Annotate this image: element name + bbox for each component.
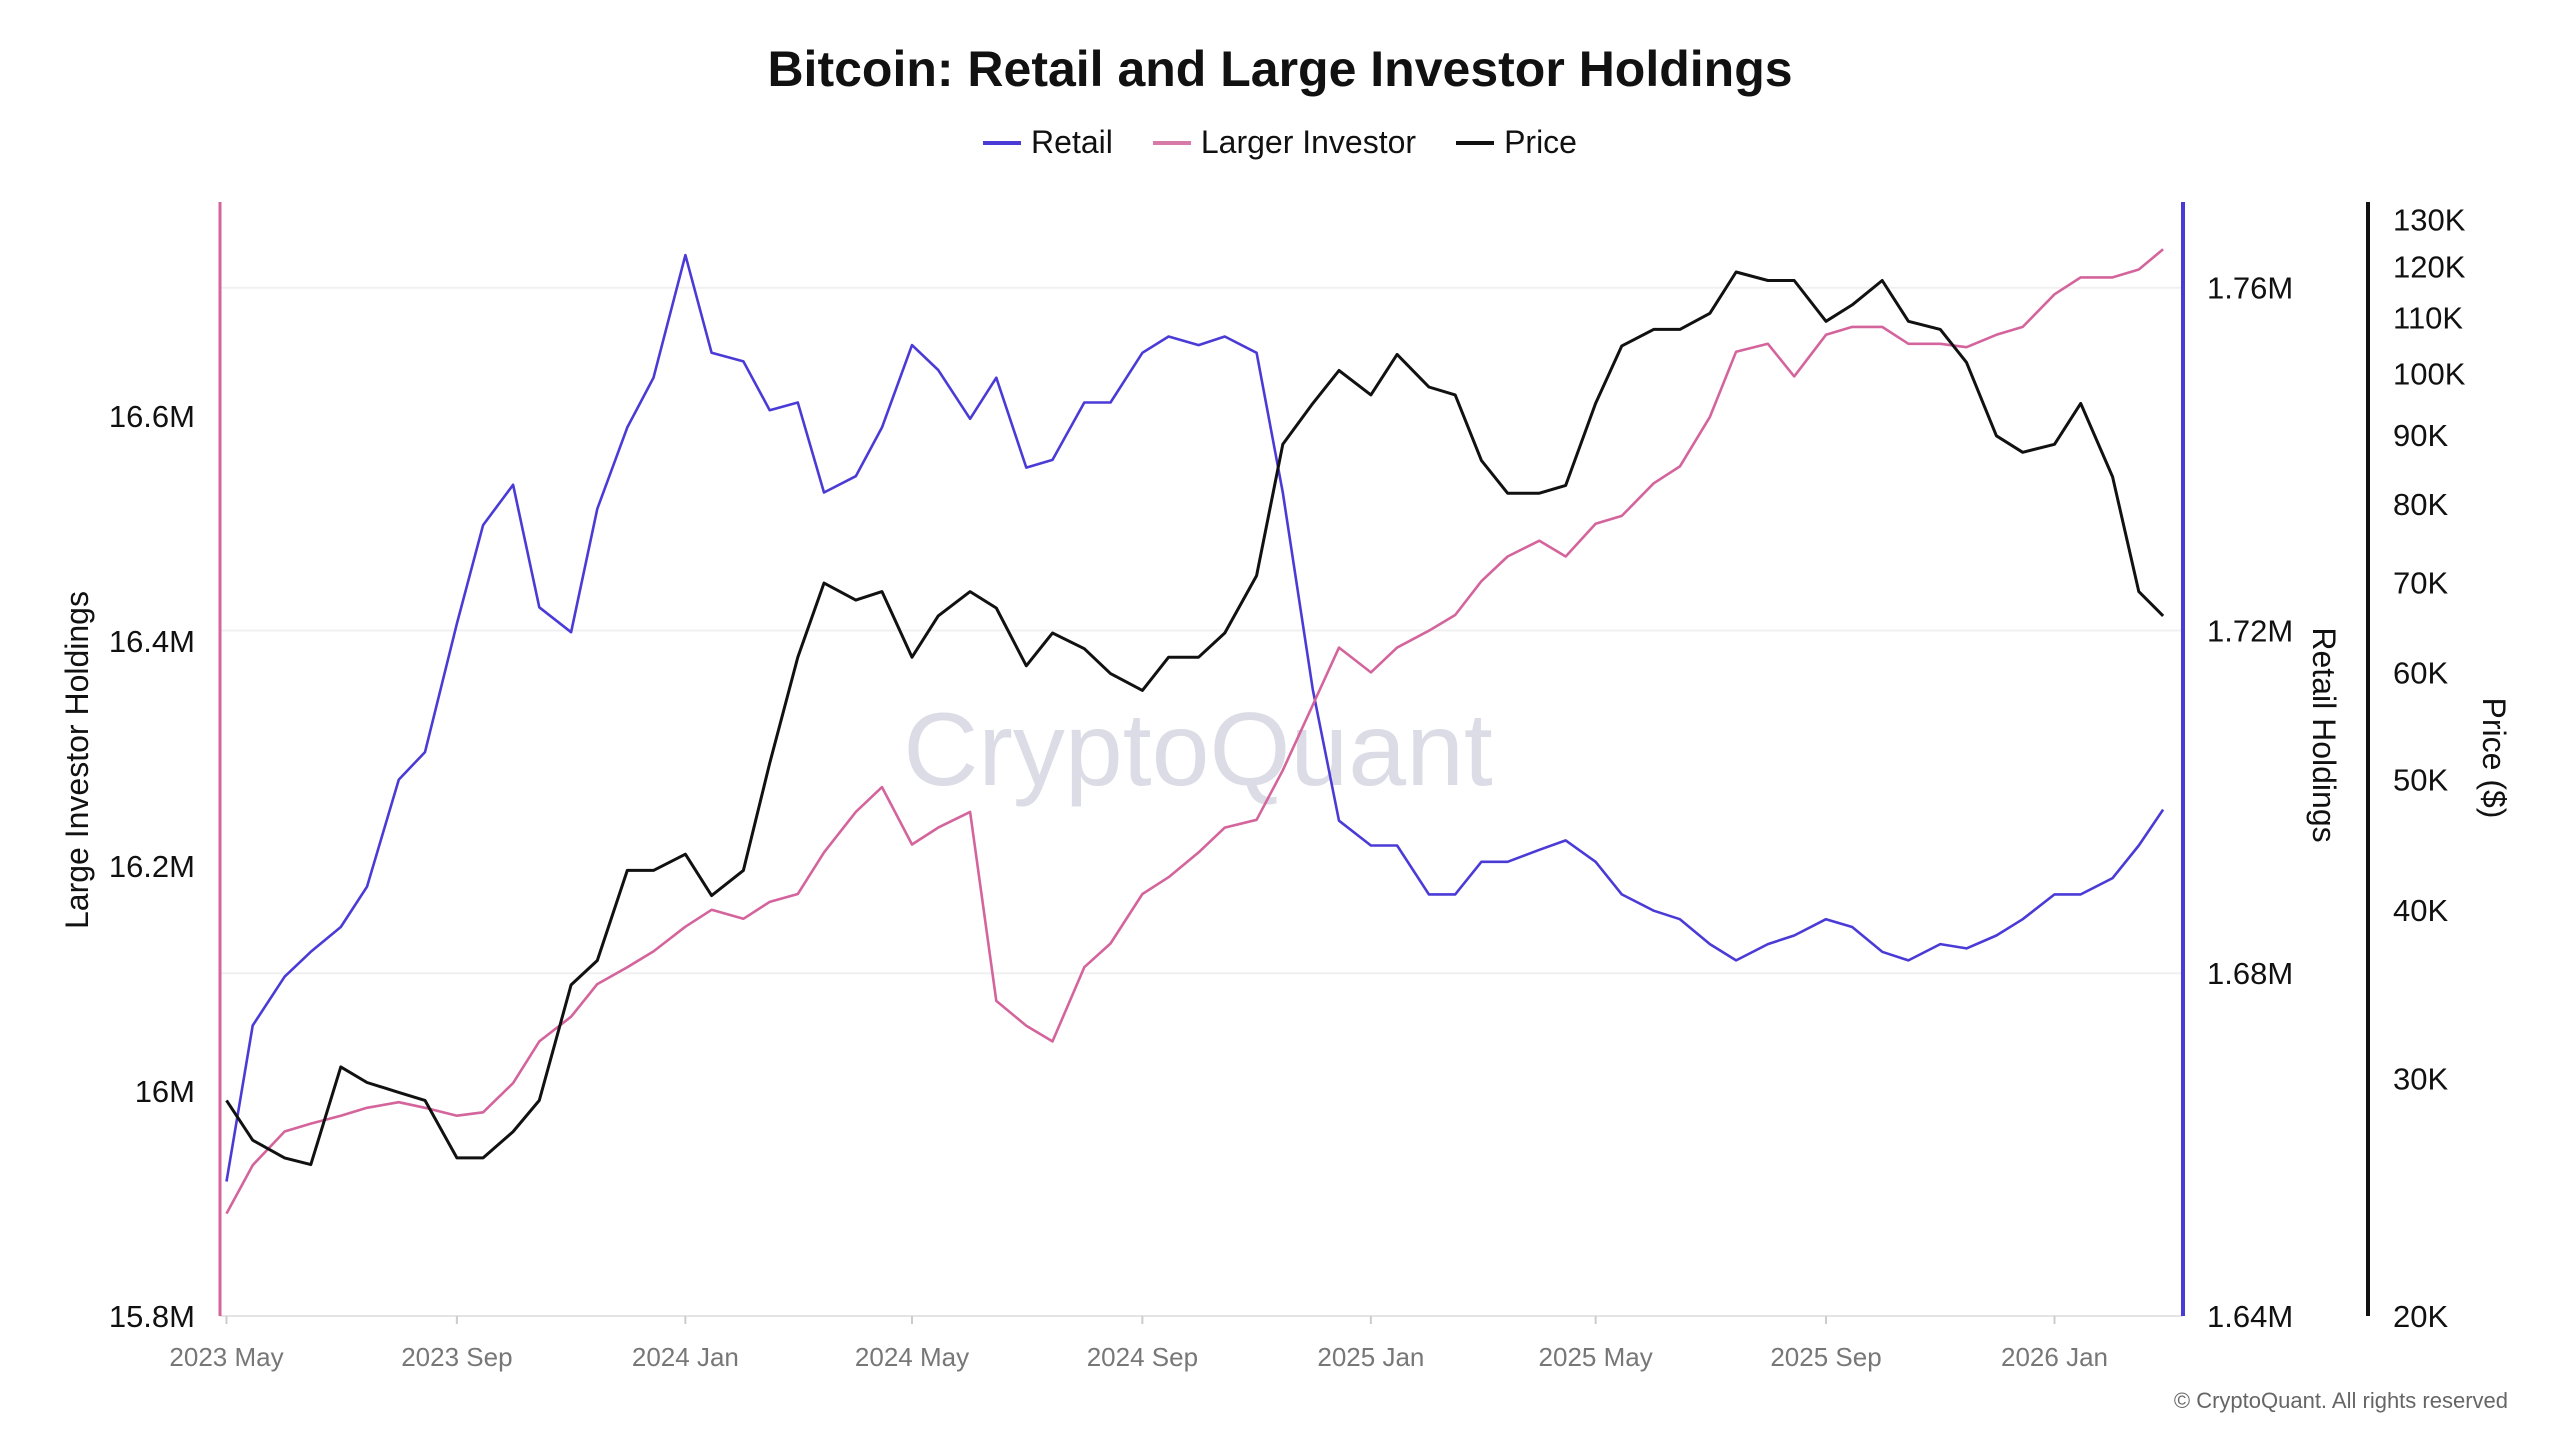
x-tick-label: 2024 Sep xyxy=(1087,1342,1198,1372)
legend-label-price: Price xyxy=(1504,124,1577,160)
x-tick-label: 2025 May xyxy=(1539,1342,1653,1372)
legend: Retail Larger Investor Price xyxy=(0,124,2560,161)
price-tick-label: 100K xyxy=(2393,356,2466,391)
price-tick-label: 20K xyxy=(2393,1299,2448,1334)
legend-swatch-price xyxy=(1456,140,1495,145)
legend-label-larger-investor: Larger Investor xyxy=(1200,124,1417,160)
series-lines xyxy=(225,248,2165,1215)
x-tick-label: 2023 Sep xyxy=(401,1342,512,1372)
price-axis-title: Price ($) xyxy=(2476,698,2512,819)
left-tick-label: 16.2M xyxy=(109,849,195,884)
price-tick-label: 120K xyxy=(2393,250,2466,285)
legend-label-retail: Retail xyxy=(1031,124,1113,160)
series-line-retail xyxy=(225,253,2165,1182)
price-tick-label: 50K xyxy=(2393,762,2448,797)
legend-swatch-retail xyxy=(983,140,1022,145)
gridlines xyxy=(220,286,2183,975)
left-tick-label: 16M xyxy=(135,1074,195,1109)
price-tick-label: 90K xyxy=(2393,418,2448,453)
price-tick-label: 30K xyxy=(2393,1062,2448,1097)
copyright-notice: © CryptoQuant. All rights reserved xyxy=(2173,1388,2508,1413)
series-line-price xyxy=(225,270,2165,1167)
price-tick-label: 130K xyxy=(2393,203,2466,238)
retail-tick-label: 1.76M xyxy=(2207,271,2293,306)
price-tick-label: 80K xyxy=(2393,487,2448,522)
legend-item-price[interactable]: Price xyxy=(1456,124,1577,161)
x-tick-label: 2025 Sep xyxy=(1770,1342,1881,1372)
x-tick-label: 2025 Jan xyxy=(1317,1342,1424,1372)
x-tick-label: 2024 May xyxy=(855,1342,969,1372)
legend-item-larger-investor[interactable]: Larger Investor xyxy=(1152,124,1417,161)
price-tick-label: 70K xyxy=(2393,565,2448,600)
left-tick-label: 16.4M xyxy=(109,624,195,659)
legend-swatch-larger-investor xyxy=(1152,140,1191,145)
x-tick-label: 2023 May xyxy=(169,1342,283,1372)
watermark: CryptoQuant xyxy=(903,692,1493,808)
axes: 15.8M 16M 16.2M 16.4M 16.6M 1.64M 1.68M 1.72M 1.… xyxy=(59,202,2512,1372)
retail-tick-label: 1.68M xyxy=(2207,956,2293,991)
left-tick-label: 16.6M xyxy=(109,399,195,434)
series-line-larger-investor xyxy=(225,248,2164,1215)
price-tick-label: 110K xyxy=(2393,301,2463,336)
x-tick-label: 2024 Jan xyxy=(632,1342,739,1372)
retail-tick-label: 1.72M xyxy=(2207,613,2293,648)
legend-item-retail[interactable]: Retail xyxy=(983,124,1113,161)
price-tick-label: 60K xyxy=(2393,656,2448,691)
retail-axis-title: Retail Holdings xyxy=(2306,627,2342,842)
chart-title: Bitcoin: Retail and Large Investor Holdi… xyxy=(767,41,1793,97)
left-tick-label: 15.8M xyxy=(109,1299,195,1334)
retail-tick-label: 1.64M xyxy=(2207,1299,2293,1334)
x-tick-label: 2026 Jan xyxy=(2001,1342,2108,1372)
price-tick-label: 40K xyxy=(2393,893,2448,928)
left-axis-title: Large Investor Holdings xyxy=(59,591,95,929)
